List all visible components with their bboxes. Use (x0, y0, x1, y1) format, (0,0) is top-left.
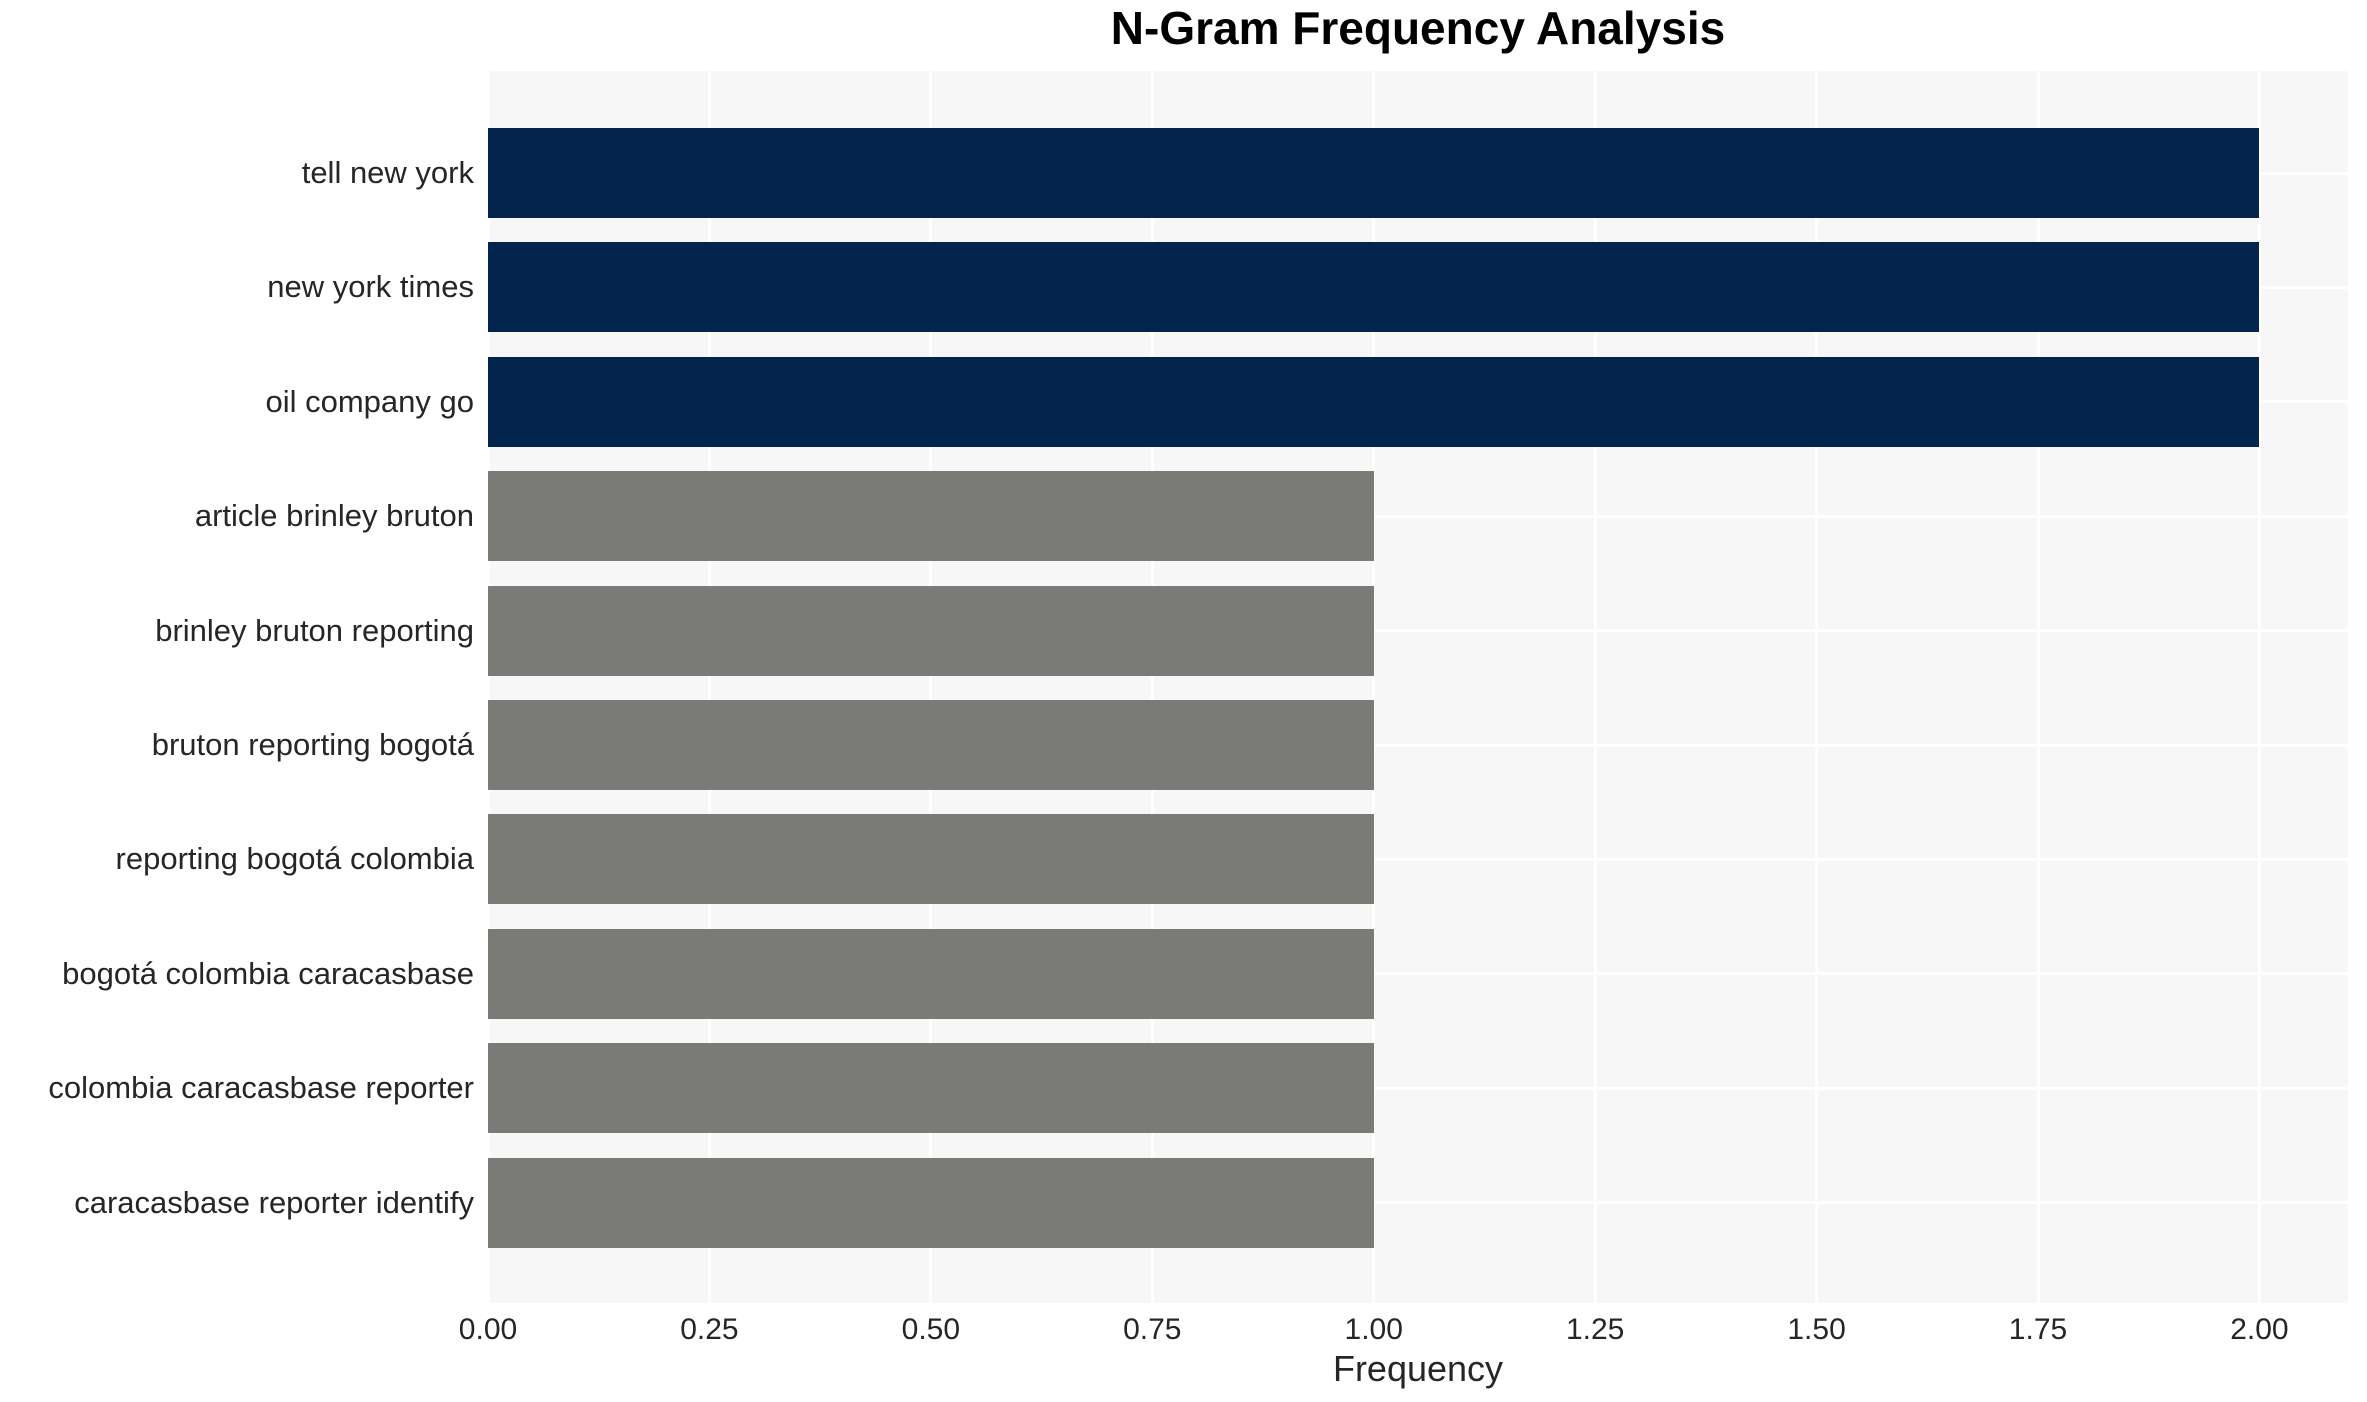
y-gridline (488, 629, 2348, 633)
frequency-bar (488, 700, 1374, 790)
y-gridline (488, 1201, 2348, 1205)
x-gridline (1372, 71, 1376, 1303)
x-axis-title: Frequency (1332, 1348, 1504, 1389)
y-gridline (488, 514, 2348, 518)
x-tick-label: 2.00 (2230, 1313, 2289, 1346)
y-tick-label: tell new york (301, 155, 474, 190)
x-tick-label: 0.50 (901, 1313, 961, 1346)
y-gridline (488, 972, 2348, 976)
x-gridline (486, 71, 490, 1303)
y-tick-label: new york times (267, 269, 474, 305)
y-tick-label: bruton reporting bogotá (151, 727, 474, 762)
x-gridline (1593, 71, 1597, 1303)
frequency-bar (488, 128, 2260, 218)
x-tick-label: 1.50 (1787, 1313, 1846, 1346)
x-gridline (2257, 71, 2261, 1303)
plot-area (486, 71, 2348, 1303)
y-tick-label: bogotá colombia caracasbase (62, 955, 474, 991)
x-tick-label: 1.75 (2008, 1313, 2068, 1346)
frequency-bar (488, 356, 2260, 447)
frequency-bar (488, 1157, 1374, 1248)
x-gridline (2036, 71, 2040, 1303)
y-gridline (488, 1086, 2348, 1090)
y-tick-label: colombia caracasbase reporter (48, 1070, 474, 1106)
x-tick-label: 0.25 (680, 1313, 739, 1346)
x-tick-label: 0.75 (1123, 1313, 1182, 1346)
y-tick-label: reporting bogotá colombia (115, 841, 474, 877)
frequency-bar (488, 471, 1374, 562)
y-tick-label: brinley bruton reporting (155, 612, 474, 648)
frequency-bar (488, 928, 1374, 1019)
y-tick-label: article brinley bruton (194, 498, 474, 534)
x-tick-label: 1.00 (1344, 1313, 1403, 1346)
frequency-bar (488, 242, 2260, 333)
x-tick-label: 0.00 (458, 1313, 518, 1346)
frequency-bar (488, 1043, 1374, 1134)
y-tick-label: oil company go (265, 383, 474, 419)
x-gridline (1150, 71, 1154, 1303)
frequency-bar (488, 814, 1374, 905)
x-gridline (1815, 71, 1819, 1303)
frequency-bar (488, 585, 1374, 676)
x-gridline (707, 71, 711, 1303)
y-gridline (488, 857, 2348, 861)
x-axis-ticks: 0.00 0.25 0.50 0.75 1.00 1.25 1.50 1.75 2.00 (459, 1313, 2348, 1351)
y-gridline (488, 743, 2348, 747)
x-gridline (929, 71, 933, 1303)
y-axis-labels: tell new york new york times oil company g… (0, 71, 474, 1303)
y-tick-label: caracasbase reporter identify (74, 1184, 474, 1220)
x-tick-label: 1.25 (1565, 1313, 1625, 1346)
chart-title: N-Gram Frequency Analysis (1110, 2, 1726, 54)
